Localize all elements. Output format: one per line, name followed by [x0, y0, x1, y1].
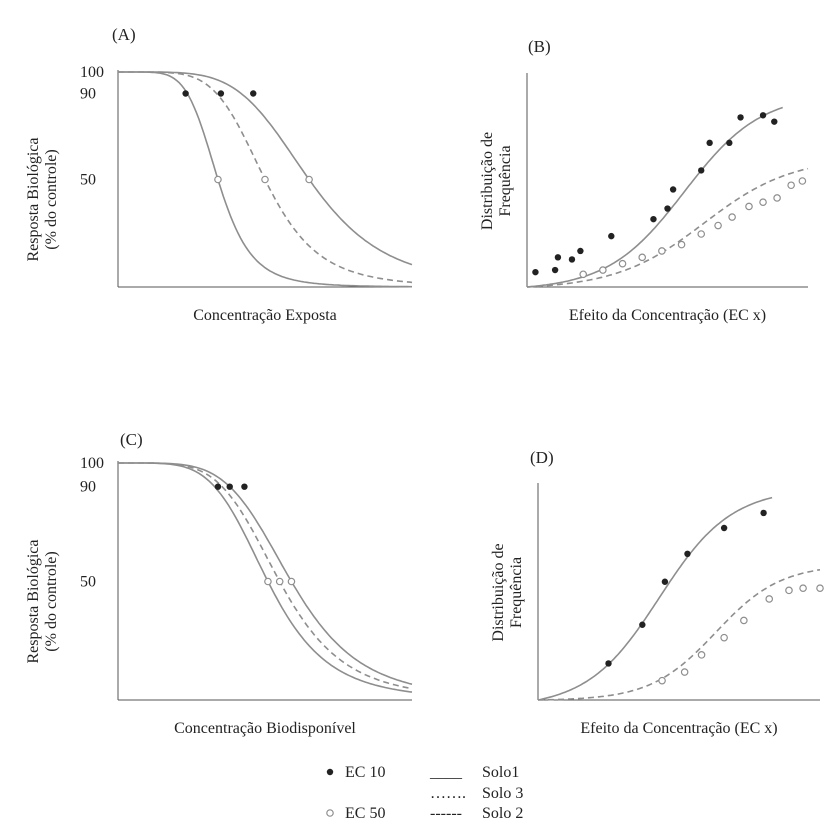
- legend-line-label-1: Solo1: [482, 764, 519, 781]
- y-axis-label: Resposta Biológica(% do controle): [25, 540, 60, 664]
- ec10-point: [214, 483, 222, 490]
- ec10-point: [182, 90, 189, 97]
- y-tick-label: 90: [80, 86, 96, 103]
- ec50-point: [714, 221, 722, 230]
- x-axis-label: Concentração Biodisponível: [174, 720, 356, 737]
- ec10-point: [720, 524, 728, 532]
- ec50-point: [816, 584, 824, 593]
- y-axis-label: Distribuição deFrequência: [490, 543, 525, 641]
- ec50-point: [579, 270, 588, 279]
- distribution-line-2: [526, 167, 809, 288]
- ec10-point: [759, 112, 767, 119]
- ec50-point: [759, 198, 767, 207]
- x-axis-label: Efeito da Concentração (EC x): [569, 307, 766, 324]
- ec50-point: [720, 633, 728, 642]
- x-axis-label: Concentração Exposta: [193, 307, 337, 324]
- y-tick-label: 50: [80, 574, 96, 591]
- ec50-point: [599, 266, 607, 274]
- ec10-point: [706, 139, 713, 147]
- ec10-point: [217, 90, 225, 97]
- ec10-point: [554, 254, 562, 261]
- panel-label: (C): [120, 430, 143, 449]
- ec10-point: [639, 621, 646, 628]
- ec50-point: [618, 259, 627, 268]
- panel-label: (B): [528, 37, 551, 56]
- ec50-point: [658, 676, 666, 685]
- series-line-2: [118, 462, 413, 690]
- series-line-1: [118, 462, 413, 693]
- ec10-point: [771, 118, 778, 125]
- legend-ec50-label: EC 50: [345, 805, 385, 822]
- legend-line-label-2: Solo 3: [482, 785, 523, 802]
- x-axis-label: Efeito da Concentração (EC x): [580, 720, 777, 737]
- ec50-point: [773, 194, 781, 202]
- ec50-point: [745, 202, 753, 211]
- ec10-point: [760, 509, 767, 517]
- ec10-point: [650, 215, 657, 223]
- ec50-point: [305, 175, 313, 184]
- ec50-point: [785, 586, 793, 595]
- y-axis-label: Distribuição deFrequência: [479, 132, 514, 230]
- ec50-point: [697, 230, 706, 238]
- ec50-point: [264, 577, 272, 586]
- series-line-1: [118, 71, 412, 288]
- ec50-point: [658, 247, 666, 255]
- legend-ec50-marker: [326, 809, 334, 817]
- ec50-point: [275, 577, 284, 586]
- distribution-line-1: [537, 496, 773, 701]
- legend: EC 10 EC 50 ____ Solo1 ……. Solo 3 ------ Solo 2: [326, 764, 523, 822]
- ec50-point: [799, 584, 807, 593]
- y-tick-label: 100: [80, 455, 104, 472]
- panel-label: (D): [530, 448, 554, 467]
- ec50-point: [287, 577, 296, 586]
- ec50-point: [214, 175, 222, 184]
- ec50-point: [787, 181, 795, 190]
- legend-line-sample-dashed: ------: [430, 805, 462, 822]
- ec50-point: [798, 177, 807, 185]
- ec10-point: [226, 483, 233, 490]
- ec50-point: [728, 213, 736, 221]
- chart-panel-a: (A) Concentração Exposta Resposta Biológic…: [25, 25, 413, 324]
- ec50-point: [740, 616, 748, 625]
- ec10-point: [250, 90, 257, 97]
- y-tick-label: 50: [80, 172, 96, 189]
- ec50-point: [261, 175, 269, 184]
- chart-panel-b: (B) Efeito da Concentração (EC x) Distribu…: [479, 37, 809, 324]
- legend-line-sample-solid: ____: [429, 764, 463, 781]
- legend-ec10-marker: [326, 768, 334, 776]
- legend-line-sample-dotted: …….: [430, 785, 466, 802]
- legend-line-label-3: Solo 2: [482, 805, 523, 822]
- legend-ec10-label: EC 10: [345, 764, 385, 781]
- ec10-point: [726, 139, 733, 147]
- y-tick-label: 90: [80, 479, 96, 496]
- series-line-3: [118, 71, 413, 266]
- y-axis-label: Resposta Biológica(% do controle): [25, 138, 60, 262]
- ec10-point: [669, 186, 677, 193]
- chart-panel-d: (D) Efeito da Concentração (EC x) Distribu…: [490, 448, 824, 737]
- ec10-point: [737, 114, 744, 121]
- ec50-point: [765, 595, 774, 603]
- ec10-point: [661, 578, 669, 585]
- ec10-point: [568, 256, 576, 263]
- ec10-point: [608, 232, 615, 240]
- ec50-point: [697, 651, 706, 659]
- ec10-point: [551, 266, 559, 274]
- ec10-point: [532, 268, 539, 276]
- ec10-point: [698, 167, 705, 174]
- ec10-point: [241, 483, 248, 490]
- ec50-point: [680, 668, 689, 676]
- series-line-3: [118, 462, 413, 685]
- distribution-line-2: [538, 569, 821, 701]
- chart-panel-c: (C) Concentração Biodisponível Resposta Bi…: [25, 430, 413, 737]
- ec50-point: [677, 240, 686, 249]
- distribution-line-1: [526, 106, 783, 288]
- ec10-point: [605, 660, 612, 667]
- ec10-point: [684, 550, 691, 557]
- ec10-point: [664, 205, 671, 212]
- ec50-point: [638, 253, 647, 262]
- ec10-point: [577, 247, 584, 255]
- panel-label: (A): [112, 25, 136, 44]
- y-tick-label: 100: [80, 64, 104, 81]
